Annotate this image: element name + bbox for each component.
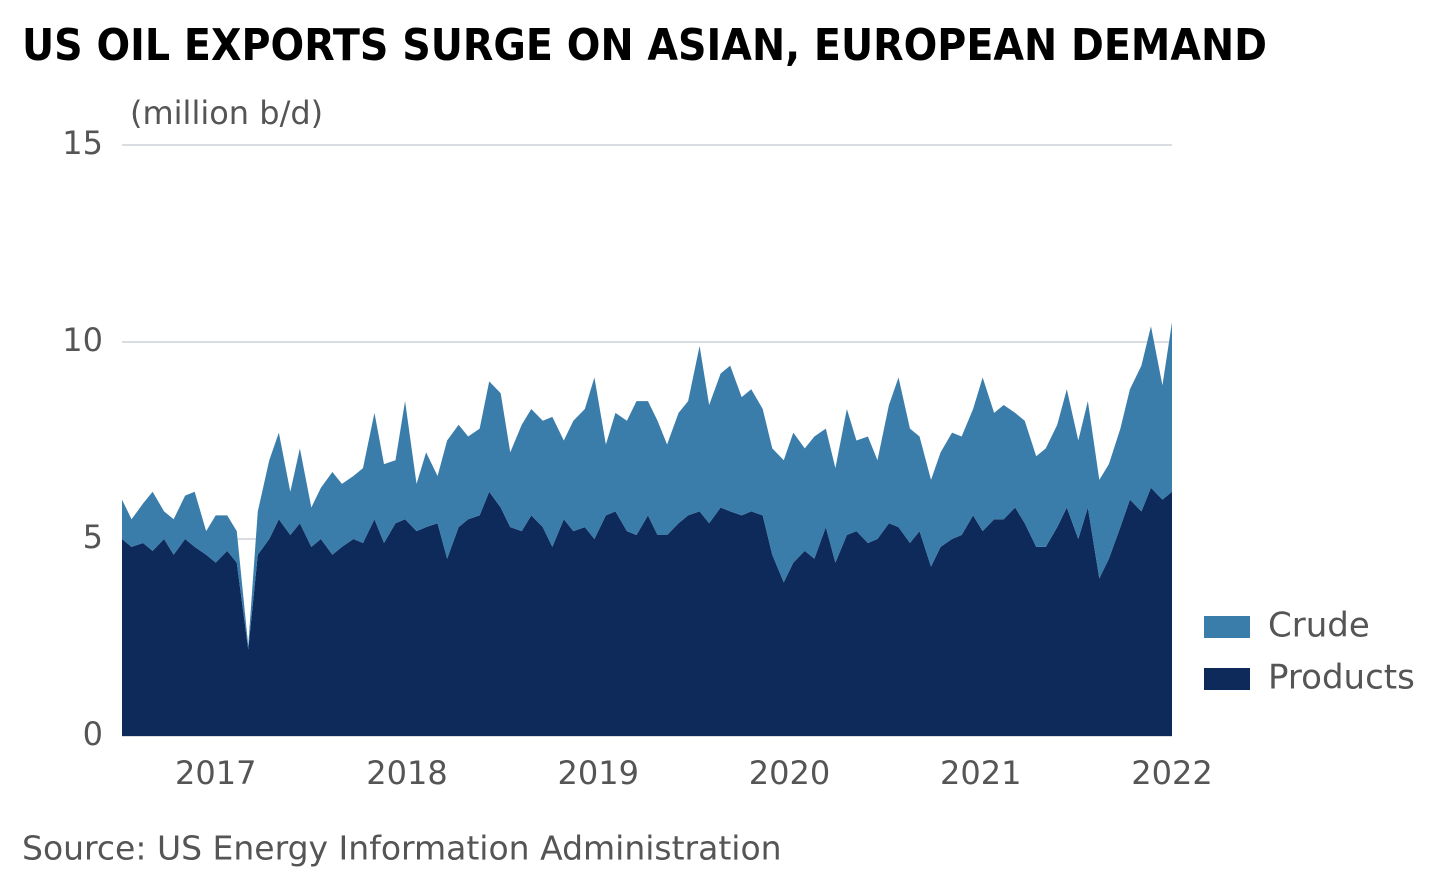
legend-label: Crude [1268,606,1370,646]
chart-title: US OIL EXPORTS SURGE ON ASIAN, EUROPEAN … [22,20,1267,71]
y-tick-label: 15 [62,124,103,162]
y-tick-label: 10 [62,321,103,359]
x-tick-label: 2022 [1131,754,1212,792]
legend-swatch [1204,616,1250,638]
x-tick-label: 2021 [940,754,1021,792]
x-tick-label: 2018 [366,754,447,792]
x-tick-label: 2020 [749,754,830,792]
source-note: Source: US Energy Information Administra… [22,829,782,868]
area [122,487,1172,736]
area [122,322,1172,650]
x-tick-label: 2019 [558,754,639,792]
y-axis-label: (million b/d) [130,94,323,132]
y-tick-label: 5 [83,518,103,556]
x-tick-label: 2017 [175,754,256,792]
y-tick-label: 0 [83,715,103,753]
legend-label: Products [1268,658,1415,698]
legend-swatch [1204,668,1250,690]
